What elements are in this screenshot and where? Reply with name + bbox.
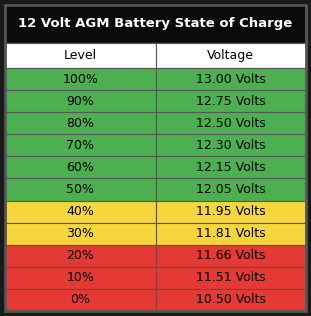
Bar — [156, 43, 306, 68]
Bar — [156, 267, 306, 289]
Bar — [156, 201, 306, 223]
Text: 11.51 Volts: 11.51 Volts — [196, 271, 266, 284]
Text: 0%: 0% — [70, 294, 90, 307]
Bar — [5, 267, 156, 289]
Bar — [5, 43, 156, 68]
Bar — [5, 156, 156, 179]
Text: Level: Level — [64, 49, 97, 62]
Text: 20%: 20% — [66, 249, 94, 262]
Text: 50%: 50% — [66, 183, 94, 196]
Bar — [5, 5, 306, 43]
Bar — [156, 156, 306, 179]
Text: 11.95 Volts: 11.95 Volts — [196, 205, 266, 218]
Bar — [156, 112, 306, 134]
Text: 12.05 Volts: 12.05 Volts — [196, 183, 266, 196]
Text: 11.66 Volts: 11.66 Volts — [196, 249, 266, 262]
Text: 12 Volt AGM Battery State of Charge: 12 Volt AGM Battery State of Charge — [18, 17, 293, 31]
Bar — [156, 245, 306, 267]
Bar — [5, 134, 156, 156]
Text: 12.30 Volts: 12.30 Volts — [196, 139, 266, 152]
Text: 70%: 70% — [66, 139, 94, 152]
Bar — [156, 68, 306, 90]
Text: 90%: 90% — [66, 94, 94, 108]
Text: Voltage: Voltage — [207, 49, 254, 62]
Bar — [5, 245, 156, 267]
Bar — [156, 289, 306, 311]
Bar — [5, 90, 156, 112]
Bar — [5, 112, 156, 134]
Bar — [156, 179, 306, 201]
Text: 11.81 Volts: 11.81 Volts — [196, 227, 266, 240]
Text: 10%: 10% — [66, 271, 94, 284]
Text: 100%: 100% — [62, 73, 98, 86]
Bar — [156, 134, 306, 156]
Bar — [5, 289, 156, 311]
Bar — [5, 223, 156, 245]
Text: 30%: 30% — [66, 227, 94, 240]
Text: 13.00 Volts: 13.00 Volts — [196, 73, 266, 86]
Text: 10.50 Volts: 10.50 Volts — [196, 294, 266, 307]
Bar — [5, 179, 156, 201]
Bar — [5, 201, 156, 223]
Text: 12.50 Volts: 12.50 Volts — [196, 117, 266, 130]
Bar — [5, 68, 156, 90]
Text: 12.75 Volts: 12.75 Volts — [196, 94, 266, 108]
Text: 80%: 80% — [66, 117, 94, 130]
Bar — [156, 223, 306, 245]
Bar — [156, 90, 306, 112]
Text: 60%: 60% — [66, 161, 94, 174]
Text: 12.15 Volts: 12.15 Volts — [196, 161, 266, 174]
Text: 40%: 40% — [66, 205, 94, 218]
